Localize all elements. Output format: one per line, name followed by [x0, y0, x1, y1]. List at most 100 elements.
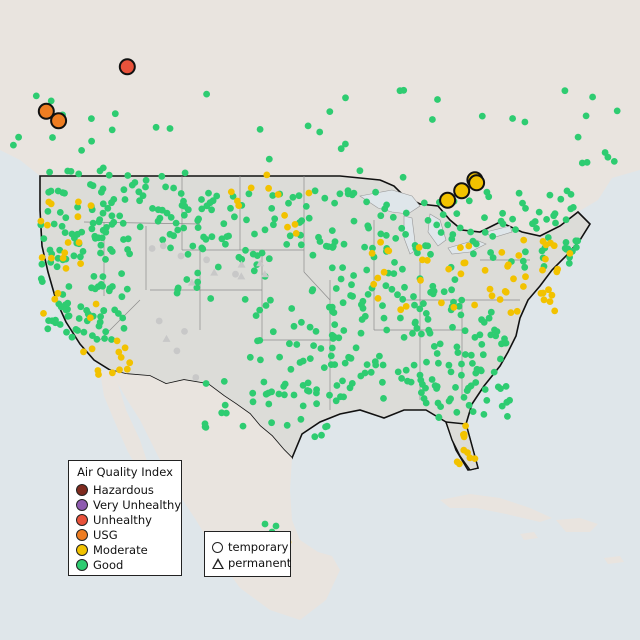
monitor-marker[interactable] — [64, 239, 72, 246]
monitor-marker[interactable] — [322, 242, 330, 250]
monitor-marker[interactable] — [483, 188, 491, 196]
monitor-marker[interactable] — [327, 361, 335, 368]
monitor-marker[interactable] — [350, 189, 358, 197]
monitor-marker[interactable] — [256, 306, 264, 314]
monitor-marker[interactable] — [398, 375, 405, 382]
monitor-marker[interactable] — [281, 380, 289, 388]
monitor-marker[interactable] — [46, 168, 53, 176]
monitor-marker[interactable] — [106, 285, 114, 292]
monitor-marker[interactable] — [409, 330, 416, 337]
monitor-marker[interactable] — [472, 379, 480, 386]
monitor-marker[interactable] — [515, 252, 523, 259]
permanent-monitor-marker[interactable] — [237, 260, 246, 268]
monitor-marker[interactable] — [460, 394, 468, 401]
monitor-marker[interactable] — [315, 233, 322, 241]
monitor-marker[interactable] — [400, 86, 408, 94]
monitor-marker[interactable] — [297, 415, 305, 423]
monitor-marker[interactable] — [487, 331, 495, 339]
monitor-marker[interactable] — [117, 354, 125, 361]
monitor-marker[interactable] — [538, 247, 546, 255]
monitor-marker[interactable] — [379, 302, 386, 309]
monitor-marker[interactable] — [152, 123, 160, 131]
monitor-marker[interactable] — [265, 184, 272, 192]
monitor-marker[interactable] — [505, 261, 512, 269]
monitor-marker[interactable] — [99, 273, 107, 280]
monitor-marker[interactable] — [74, 213, 82, 221]
monitor-marker[interactable] — [469, 360, 476, 367]
monitor-marker[interactable] — [332, 397, 340, 405]
monitor-marker[interactable] — [120, 324, 128, 332]
monitor-marker[interactable] — [203, 90, 211, 98]
monitor-marker[interactable] — [463, 387, 471, 394]
monitor-marker[interactable] — [203, 256, 211, 264]
monitor-marker[interactable] — [104, 204, 112, 212]
monitor-marker[interactable] — [296, 359, 304, 366]
monitor-marker[interactable] — [419, 256, 426, 264]
monitor-marker[interactable] — [120, 186, 128, 194]
monitor-marker[interactable] — [297, 241, 305, 249]
monitor-marker[interactable] — [461, 327, 469, 335]
monitor-marker[interactable] — [352, 344, 360, 352]
monitor-marker[interactable] — [98, 188, 105, 196]
monitor-marker[interactable] — [426, 329, 434, 337]
monitor-marker[interactable] — [422, 310, 430, 317]
monitor-marker[interactable] — [450, 298, 457, 306]
monitor-marker[interactable] — [402, 303, 410, 310]
highlighted-site-marker[interactable] — [50, 112, 68, 130]
monitor-marker[interactable] — [359, 304, 367, 312]
permanent-monitor-marker[interactable] — [187, 278, 196, 286]
monitor-marker[interactable] — [512, 226, 519, 234]
monitor-marker[interactable] — [274, 191, 282, 198]
monitor-marker[interactable] — [109, 369, 116, 377]
monitor-marker[interactable] — [470, 250, 477, 258]
monitor-marker[interactable] — [298, 217, 306, 225]
monitor-marker[interactable] — [422, 399, 430, 407]
monitor-marker[interactable] — [170, 232, 178, 240]
monitor-marker[interactable] — [65, 312, 73, 320]
monitor-marker[interactable] — [159, 236, 167, 244]
monitor-marker[interactable] — [40, 310, 47, 317]
monitor-marker[interactable] — [309, 251, 317, 259]
monitor-marker[interactable] — [37, 217, 45, 225]
monitor-marker[interactable] — [428, 376, 436, 383]
monitor-marker[interactable] — [429, 282, 437, 290]
monitor-marker[interactable] — [471, 301, 478, 309]
monitor-marker[interactable] — [574, 133, 582, 141]
monitor-marker[interactable] — [573, 244, 580, 251]
monitor-marker[interactable] — [90, 273, 98, 280]
monitor-marker[interactable] — [265, 389, 272, 397]
monitor-marker[interactable] — [336, 190, 344, 198]
monitor-marker[interactable] — [269, 328, 277, 336]
monitor-marker[interactable] — [478, 341, 486, 348]
monitor-marker[interactable] — [377, 230, 385, 238]
monitor-marker[interactable] — [480, 318, 488, 326]
monitor-marker[interactable] — [493, 328, 501, 335]
monitor-marker[interactable] — [424, 217, 432, 224]
monitor-marker[interactable] — [271, 215, 279, 223]
monitor-marker[interactable] — [383, 326, 391, 334]
monitor-marker[interactable] — [108, 221, 116, 228]
monitor-marker[interactable] — [154, 217, 162, 225]
monitor-marker[interactable] — [416, 305, 424, 313]
monitor-marker[interactable] — [397, 306, 405, 314]
monitor-marker[interactable] — [485, 314, 493, 322]
monitor-marker[interactable] — [148, 245, 156, 252]
monitor-marker[interactable] — [283, 241, 291, 248]
monitor-marker[interactable] — [553, 268, 561, 276]
monitor-marker[interactable] — [56, 321, 64, 328]
monitor-marker[interactable] — [402, 231, 409, 238]
monitor-marker[interactable] — [402, 366, 410, 374]
monitor-marker[interactable] — [533, 225, 540, 232]
monitor-marker[interactable] — [108, 336, 115, 343]
monitor-marker[interactable] — [330, 309, 338, 316]
monitor-marker[interactable] — [610, 158, 618, 165]
monitor-marker[interactable] — [331, 321, 339, 328]
monitor-marker[interactable] — [305, 189, 313, 197]
monitor-marker[interactable] — [515, 189, 523, 197]
monitor-marker[interactable] — [513, 307, 521, 315]
monitor-marker[interactable] — [498, 402, 506, 410]
monitor-marker[interactable] — [444, 221, 452, 229]
monitor-marker[interactable] — [88, 115, 95, 122]
monitor-marker[interactable] — [119, 219, 127, 227]
monitor-marker[interactable] — [460, 446, 468, 454]
